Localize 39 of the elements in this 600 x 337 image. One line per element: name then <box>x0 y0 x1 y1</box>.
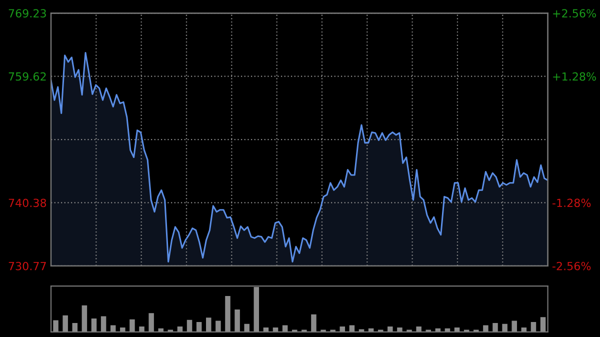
y2-tick-label: +2.56% <box>553 9 596 18</box>
bar <box>512 320 517 332</box>
y2-tick-label: -2.56% <box>552 262 591 270</box>
bar <box>530 322 536 332</box>
y2-tick-label: -1.28% <box>552 198 591 208</box>
bar <box>206 318 212 332</box>
bar <box>234 309 240 332</box>
y-tick-label: 740.38 <box>8 198 46 208</box>
bar <box>148 313 154 332</box>
bar <box>349 325 355 332</box>
bar <box>53 320 58 332</box>
bar <box>91 318 97 332</box>
bar <box>196 322 202 332</box>
bar <box>130 319 135 332</box>
bar <box>225 296 230 332</box>
bar <box>416 326 422 332</box>
bar <box>216 320 221 332</box>
bar <box>483 325 488 332</box>
bar <box>540 317 546 332</box>
bar <box>397 327 402 332</box>
y-tick-label: 730.77 <box>8 262 46 270</box>
bar <box>120 327 126 332</box>
bar <box>100 316 106 332</box>
bar <box>82 305 88 332</box>
bar <box>110 325 116 332</box>
y-tick-label: 769.23 <box>8 9 46 18</box>
y2-tick-label: +1.28% <box>553 72 596 81</box>
bar <box>72 322 78 332</box>
bar <box>244 324 250 332</box>
bar <box>502 324 508 332</box>
bar <box>388 326 393 332</box>
y-tick-label: 759.62 <box>8 72 46 81</box>
bar <box>139 326 144 332</box>
bar <box>492 322 498 332</box>
bar <box>282 325 288 332</box>
bar <box>62 315 68 332</box>
bar <box>311 314 316 332</box>
bar <box>254 287 260 332</box>
bar <box>186 320 192 332</box>
